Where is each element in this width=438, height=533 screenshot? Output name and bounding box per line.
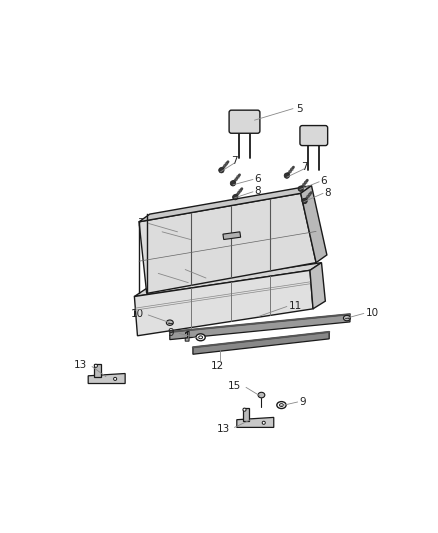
Text: 8: 8: [325, 188, 331, 198]
Text: 9: 9: [168, 328, 174, 338]
Polygon shape: [139, 193, 316, 294]
Polygon shape: [301, 185, 327, 263]
Ellipse shape: [166, 320, 173, 325]
FancyBboxPatch shape: [229, 110, 260, 133]
Polygon shape: [243, 408, 249, 421]
Polygon shape: [185, 331, 189, 341]
Ellipse shape: [279, 403, 283, 407]
Ellipse shape: [284, 173, 290, 179]
Polygon shape: [94, 364, 100, 377]
Ellipse shape: [343, 316, 350, 321]
Ellipse shape: [233, 195, 238, 200]
Text: 7: 7: [231, 156, 238, 166]
Ellipse shape: [258, 392, 265, 398]
Polygon shape: [170, 314, 350, 340]
Text: 13: 13: [217, 424, 230, 434]
Ellipse shape: [219, 167, 224, 173]
Polygon shape: [134, 270, 313, 336]
Ellipse shape: [298, 186, 304, 191]
Text: 6: 6: [321, 176, 327, 186]
Text: 3: 3: [137, 219, 144, 228]
Text: 10: 10: [365, 308, 378, 318]
Text: 15: 15: [228, 381, 241, 391]
Text: 13: 13: [74, 360, 88, 370]
Ellipse shape: [196, 334, 205, 341]
Polygon shape: [223, 232, 240, 239]
Text: 7: 7: [301, 162, 307, 172]
FancyBboxPatch shape: [300, 126, 328, 146]
Ellipse shape: [302, 198, 307, 204]
Ellipse shape: [94, 364, 97, 367]
Text: 10: 10: [131, 309, 144, 319]
Text: 2: 2: [147, 269, 154, 278]
Text: 5: 5: [296, 103, 303, 114]
Ellipse shape: [243, 408, 246, 411]
Polygon shape: [139, 185, 311, 222]
Text: 8: 8: [254, 186, 261, 196]
Text: 6: 6: [254, 174, 261, 184]
Polygon shape: [193, 332, 329, 354]
Text: 9: 9: [299, 397, 306, 407]
Ellipse shape: [230, 181, 236, 186]
Ellipse shape: [113, 377, 117, 381]
Text: 4: 4: [151, 227, 158, 237]
Ellipse shape: [277, 401, 286, 408]
Text: 11: 11: [288, 301, 302, 311]
Ellipse shape: [199, 336, 202, 339]
Text: 1: 1: [174, 264, 180, 274]
Ellipse shape: [262, 421, 265, 424]
Polygon shape: [237, 417, 274, 427]
Text: 12: 12: [211, 361, 224, 371]
Polygon shape: [88, 374, 125, 384]
Polygon shape: [310, 263, 325, 309]
Polygon shape: [134, 263, 321, 296]
